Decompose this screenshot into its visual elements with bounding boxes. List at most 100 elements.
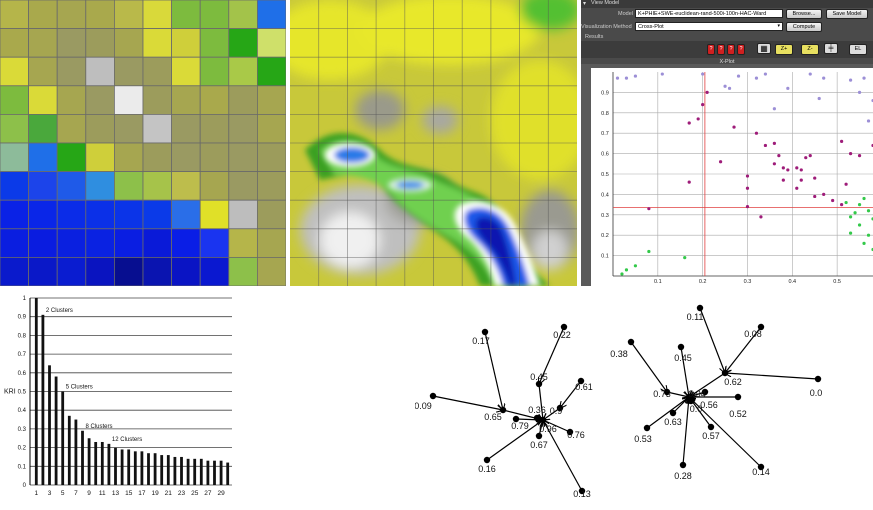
graph-node bbox=[499, 406, 507, 414]
grid-cell bbox=[256, 56, 286, 87]
chevron-down-icon: ▾ bbox=[777, 23, 780, 29]
grid-cell bbox=[199, 85, 230, 115]
graph-node bbox=[578, 487, 586, 495]
scatter-point bbox=[732, 125, 736, 129]
grid-cell bbox=[171, 199, 201, 230]
zoom-in-button[interactable]: Z+ bbox=[775, 44, 793, 55]
scatter-point bbox=[763, 143, 768, 148]
kri-bar bbox=[94, 441, 98, 485]
results-toolbar: ? ? ? ? ▦ Z+ Z- ╪ EL bbox=[581, 41, 873, 58]
cluster-graph-panel: 0.22 0.45 0.61 0.9 0.17 0.09 0.65 0.36 0.79 0.67 0… bbox=[415, 300, 873, 510]
graph-node-label: 0.52 bbox=[729, 409, 747, 419]
scatter-point bbox=[687, 180, 691, 184]
scatter-point bbox=[647, 207, 651, 211]
grid-cell bbox=[171, 142, 201, 173]
graph-node-label: 0.17 bbox=[472, 336, 490, 346]
cross-plot[interactable]: 0.1 0.2 0.3 0.4 0.5 0.1 0.2 0.3 0.4 0.5 0.6 0.7 0.8 0… bbox=[581, 64, 873, 286]
scatter-point bbox=[745, 186, 750, 190]
visualization-method-label: Visualization Method bbox=[581, 24, 632, 30]
grid-cell bbox=[56, 256, 87, 286]
grid-cell bbox=[114, 228, 144, 258]
x-tick-label: 0.3 bbox=[744, 279, 752, 285]
help-button-2[interactable]: ? bbox=[717, 44, 725, 55]
kri-bar bbox=[107, 443, 111, 485]
scatter-point bbox=[813, 194, 817, 199]
help-button-4[interactable]: ? bbox=[737, 44, 745, 55]
help-button-3[interactable]: ? bbox=[727, 44, 735, 55]
compute-button[interactable]: Compute bbox=[786, 22, 822, 32]
kri-bar bbox=[226, 462, 230, 485]
y-tick-label: 0.8 bbox=[601, 111, 609, 117]
kri-x-tick: 27 bbox=[204, 490, 212, 497]
grid-cell bbox=[142, 228, 173, 258]
graph-node-label: 0.62 bbox=[724, 377, 742, 387]
grid-cell bbox=[142, 56, 173, 87]
kri-y-tick: 0.3 bbox=[18, 427, 27, 433]
graph-node bbox=[429, 392, 437, 400]
grid-cell bbox=[171, 28, 201, 58]
el-button[interactable]: EL bbox=[849, 44, 867, 55]
kri-bar bbox=[153, 453, 157, 485]
grid-cell bbox=[0, 142, 30, 173]
grid-cell bbox=[171, 56, 201, 87]
scatter-point bbox=[705, 90, 709, 94]
kri-x-tick: 13 bbox=[112, 490, 120, 497]
scatter-point bbox=[647, 249, 651, 254]
graph-node-label: 0.0 bbox=[690, 404, 703, 414]
grid-cell bbox=[256, 0, 286, 30]
grid-cell bbox=[85, 199, 115, 230]
kri-y-tick: 0 bbox=[23, 483, 27, 489]
scatter-point bbox=[848, 231, 853, 235]
kri-bar bbox=[34, 298, 38, 485]
kri-y-tick: 0.9 bbox=[18, 315, 27, 321]
kri-y-tick: 0.8 bbox=[18, 333, 27, 339]
grid-cell bbox=[0, 199, 30, 230]
grid-cell bbox=[114, 85, 144, 115]
scatter-point bbox=[660, 72, 664, 76]
scatter-point bbox=[857, 154, 862, 158]
grid-cell bbox=[228, 28, 258, 58]
view-model-header[interactable]: ▾ View Model bbox=[581, 0, 873, 8]
browse-button[interactable]: Browse... bbox=[786, 9, 822, 19]
scatter-point bbox=[786, 168, 790, 172]
kri-bar bbox=[67, 415, 71, 485]
kri-bar bbox=[213, 460, 216, 485]
kri-y-tick: 0.6 bbox=[18, 371, 27, 377]
save-model-button[interactable]: Save Model bbox=[826, 9, 868, 19]
kri-bar bbox=[166, 455, 170, 485]
grid-cell bbox=[171, 171, 201, 201]
graph-node-label: 0.76 bbox=[567, 430, 585, 440]
grid-cell bbox=[171, 114, 201, 144]
heatmap bbox=[290, 0, 577, 286]
scatter-point bbox=[857, 90, 862, 94]
kri-annotation: 8 Clusters bbox=[86, 424, 113, 430]
scatter-point bbox=[862, 76, 866, 80]
graph-node-label: 0.11 bbox=[687, 312, 704, 322]
grid-cell bbox=[28, 28, 58, 58]
grid-toggle-button[interactable]: ▦ bbox=[757, 43, 771, 54]
graph-node-label: 0.14 bbox=[752, 467, 770, 477]
scatter-point bbox=[777, 154, 781, 158]
y-tick-label: 0.6 bbox=[601, 152, 609, 158]
kri-bar bbox=[193, 458, 197, 485]
grid-cell bbox=[85, 0, 115, 30]
kri-annotation: 5 Clusters bbox=[66, 385, 93, 391]
collapse-icon[interactable]: ▾ bbox=[583, 1, 587, 7]
graph-node bbox=[539, 416, 547, 424]
grid-cell bbox=[114, 0, 144, 30]
graph-node bbox=[481, 328, 489, 336]
kri-chart-panel: 0 0.1 0.2 0.3 0.4 0.5 0.6 0.7 0.8 0.9 1 1 3 5 7 9 11 13 15… bbox=[0, 292, 290, 510]
scatter-point bbox=[844, 182, 848, 186]
zoom-out-button[interactable]: Z- bbox=[801, 44, 819, 55]
grid-cell bbox=[28, 171, 58, 201]
axes-button[interactable]: ╪ bbox=[824, 43, 838, 54]
graph-edge bbox=[689, 397, 762, 468]
grid-cell bbox=[199, 142, 230, 173]
help-button-1[interactable]: ? bbox=[707, 44, 715, 55]
axes-icon: ╪ bbox=[828, 45, 834, 52]
model-field[interactable]: K+PHIE+SWE-euclidean-rand-500i-100n-HAC-… bbox=[635, 9, 783, 18]
kri-bar bbox=[173, 456, 177, 485]
scatter-point bbox=[795, 166, 799, 170]
visualization-method-select[interactable]: Cross-Plot ▾ bbox=[635, 22, 783, 31]
kri-bar bbox=[100, 441, 104, 485]
